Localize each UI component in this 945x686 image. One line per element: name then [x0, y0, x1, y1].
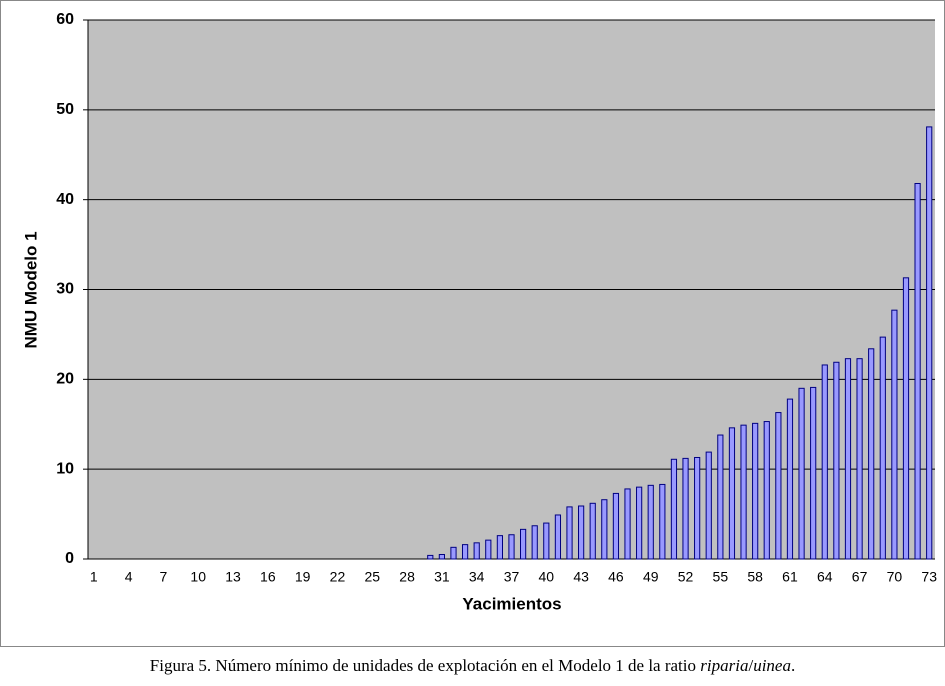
caption: Figura 5. Número mínimo de unidades de e… [0, 656, 945, 676]
bar [566, 506, 573, 560]
y-axis-label: NMU Modelo 1 [21, 231, 40, 348]
x-tick-label: 43 [573, 569, 589, 585]
bar [578, 505, 585, 560]
bar [810, 386, 817, 560]
x-tick-label: 22 [330, 569, 346, 585]
chart: NMU Modelo 1 Yacimientos 0 10 20 30 40 50 60 1 4… [0, 0, 945, 647]
y-tick-label: 40 [56, 191, 74, 208]
bar [705, 451, 712, 560]
x-tick-label: 1 [90, 569, 98, 585]
bar [508, 534, 515, 560]
caption-italic: uinea [753, 656, 791, 675]
bar [728, 427, 736, 560]
bar [461, 544, 469, 560]
x-tick-label: 31 [434, 569, 450, 585]
x-tick-label: 61 [782, 569, 798, 585]
x-tick-label: 25 [364, 569, 380, 585]
x-tick-label: 70 [887, 569, 903, 585]
bar [717, 434, 724, 560]
bar [902, 277, 910, 560]
x-tick-label: 34 [469, 569, 485, 585]
bar [752, 422, 759, 560]
x-tick-label: 16 [260, 569, 276, 585]
bar [670, 458, 678, 560]
bar [833, 361, 840, 560]
bar [775, 412, 782, 560]
bar [659, 483, 666, 560]
y-tick-label: 20 [56, 371, 74, 388]
caption-text: / [748, 656, 754, 675]
bar [554, 514, 562, 560]
x-tick-label: 7 [160, 569, 168, 585]
bar [926, 126, 933, 560]
bar [624, 488, 631, 560]
bar [485, 539, 492, 560]
bar [798, 387, 805, 560]
y-tick-label: 10 [56, 460, 74, 477]
bar [868, 348, 875, 560]
x-tick-label: 40 [539, 569, 555, 585]
x-axis-label: Yacimientos [462, 594, 561, 613]
x-tick-label: 46 [608, 569, 624, 585]
bar [450, 546, 457, 560]
x-tick-label: 49 [643, 569, 659, 585]
x-tick-label: 73 [921, 569, 937, 585]
bar [786, 398, 794, 560]
y-tick-label: 0 [65, 550, 74, 567]
bar [914, 182, 921, 560]
caption-italic: riparia [700, 656, 749, 675]
bar [740, 424, 747, 560]
x-tick-label: 55 [713, 569, 729, 585]
caption-text: . [790, 656, 796, 675]
x-tick-label: 10 [190, 569, 206, 585]
bar [821, 364, 828, 560]
caption-text: Figura 5. Número mínimo de unidades de e… [149, 656, 701, 675]
bar [438, 554, 445, 560]
x-tick-label: 37 [504, 569, 520, 585]
bar [612, 492, 620, 560]
x-tick-label: 4 [125, 569, 133, 585]
bar [891, 309, 898, 560]
bar [520, 528, 527, 560]
bar [844, 358, 852, 560]
x-tick-label: 52 [678, 569, 694, 585]
bar [589, 502, 596, 560]
bar [636, 486, 643, 560]
bar [647, 484, 654, 560]
bar [601, 499, 608, 560]
x-tick-label: 13 [225, 569, 241, 585]
x-tick-label: 19 [295, 569, 311, 585]
y-tick-label: 50 [56, 101, 74, 118]
bar [856, 358, 863, 560]
bar [496, 535, 503, 560]
x-tick-label: 67 [852, 569, 868, 585]
bar [879, 336, 886, 560]
bar [694, 456, 701, 560]
y-tick-label: 30 [56, 281, 74, 298]
x-tick-label: 28 [399, 569, 415, 585]
y-tick-label: 60 [56, 11, 74, 28]
bar [531, 525, 538, 560]
bar [682, 457, 689, 560]
bar [543, 522, 550, 560]
x-tick-label: 64 [817, 569, 833, 585]
bar [763, 421, 770, 560]
x-tick-label: 58 [747, 569, 763, 585]
bar [427, 554, 434, 560]
bar [473, 542, 480, 560]
